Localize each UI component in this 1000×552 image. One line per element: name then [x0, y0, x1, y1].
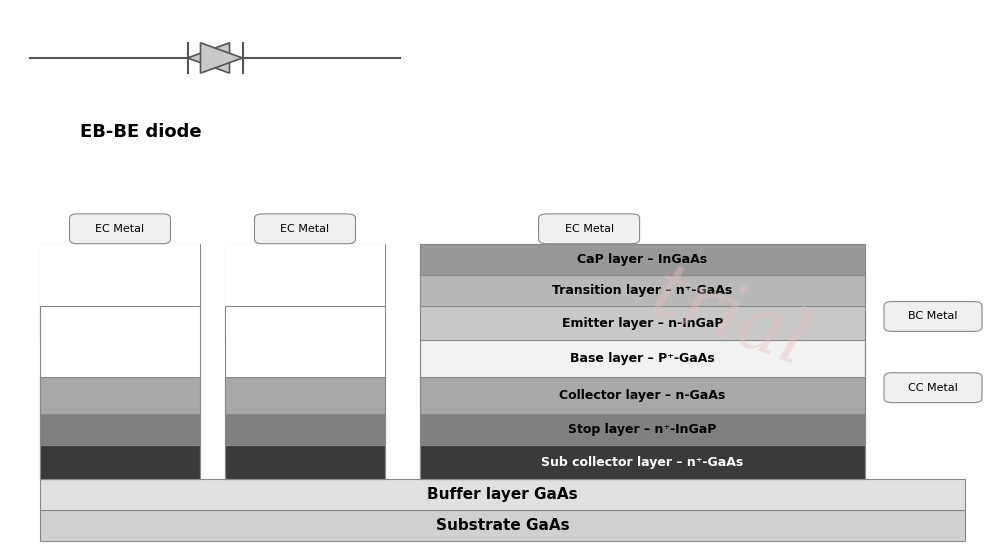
FancyBboxPatch shape [884, 301, 982, 331]
FancyBboxPatch shape [539, 214, 640, 244]
Bar [40, 306, 200, 341]
Text: BC Metal: BC Metal [908, 311, 958, 321]
Bar [225, 414, 385, 445]
Bar [40, 479, 965, 510]
Bar [40, 275, 200, 306]
FancyBboxPatch shape [70, 214, 170, 244]
Bar [420, 414, 865, 445]
Bar [40, 445, 200, 479]
Bar [420, 341, 865, 377]
Bar [420, 445, 865, 479]
Polygon shape [200, 43, 242, 73]
Bar [225, 377, 385, 414]
Text: CC Metal: CC Metal [908, 383, 958, 392]
Text: Collector layer – n-GaAs: Collector layer – n-GaAs [559, 389, 726, 402]
Bar [420, 377, 865, 414]
Bar [40, 510, 965, 541]
Text: Stop layer – n⁺-InGaP: Stop layer – n⁺-InGaP [568, 423, 717, 436]
Bar [420, 245, 865, 275]
Bar [225, 306, 385, 341]
Bar [225, 306, 385, 479]
Text: EB-BE diode: EB-BE diode [80, 124, 202, 141]
Text: Emitter layer – n-InGaP: Emitter layer – n-InGaP [562, 317, 723, 330]
Bar [225, 275, 385, 306]
Text: trial: trial [641, 258, 819, 383]
Bar [420, 275, 865, 306]
Text: Substrate GaAs: Substrate GaAs [436, 518, 569, 533]
Bar [40, 414, 200, 445]
Text: EC Metal: EC Metal [280, 224, 330, 234]
Text: EC Metal: EC Metal [95, 224, 145, 234]
Text: Base layer – P⁺-GaAs: Base layer – P⁺-GaAs [570, 352, 715, 365]
Text: EC Metal: EC Metal [565, 224, 614, 234]
Bar [40, 377, 200, 414]
Bar [420, 306, 865, 341]
Text: Transition layer – n⁺-GaAs: Transition layer – n⁺-GaAs [552, 284, 733, 297]
Text: CaP layer – InGaAs: CaP layer – InGaAs [577, 253, 708, 266]
Text: Sub collector layer – n⁺-GaAs: Sub collector layer – n⁺-GaAs [541, 455, 744, 469]
Bar [40, 245, 200, 275]
Bar [225, 245, 385, 275]
Polygon shape [188, 43, 230, 73]
FancyBboxPatch shape [254, 214, 356, 244]
Bar [40, 306, 200, 479]
Text: Buffer layer GaAs: Buffer layer GaAs [427, 487, 578, 502]
Bar [420, 244, 865, 479]
Bar [40, 244, 200, 377]
Bar [225, 244, 385, 377]
Bar [225, 445, 385, 479]
FancyBboxPatch shape [884, 373, 982, 402]
